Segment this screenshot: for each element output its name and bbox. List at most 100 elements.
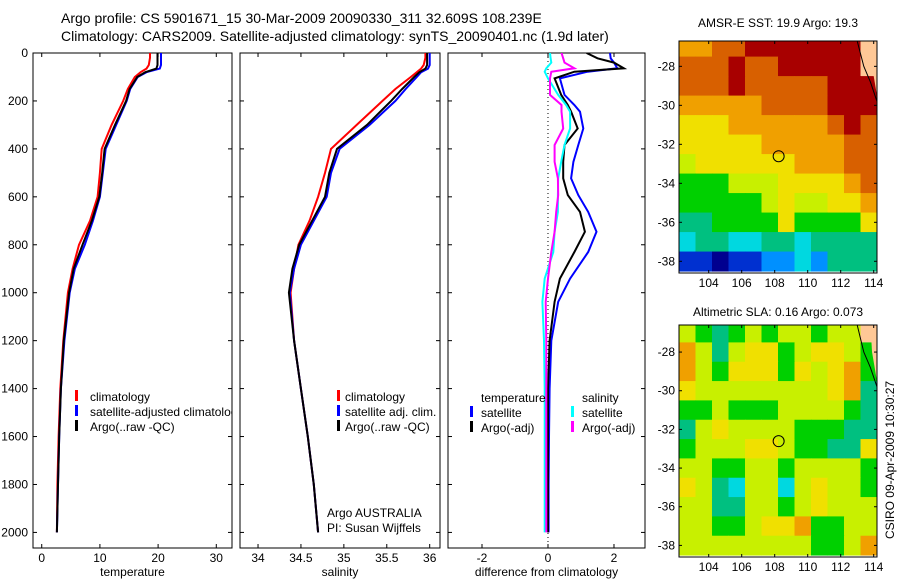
heatmap-cell xyxy=(761,535,779,556)
heatmap-cell xyxy=(745,232,762,253)
heatmap-cell xyxy=(778,115,795,136)
heatmap-cell xyxy=(761,325,779,343)
heatmap-cell xyxy=(695,251,713,272)
x-axis-label: salinity xyxy=(322,565,359,579)
heatmap-cell xyxy=(827,516,845,537)
heatmap-cell xyxy=(794,439,812,459)
heatmap-cell xyxy=(811,516,828,537)
heatmap-cell xyxy=(778,400,795,421)
heatmap-cell xyxy=(728,439,746,459)
heatmap-cell xyxy=(728,134,746,155)
heatmap-cell xyxy=(844,497,861,517)
heatmap-cell xyxy=(712,41,729,58)
y-tick-label: -34 xyxy=(658,461,676,475)
heatmap-cell xyxy=(794,497,812,517)
heatmap-cell xyxy=(745,516,762,537)
heatmap-cell xyxy=(679,95,696,116)
heatmap-cell xyxy=(778,41,795,58)
heatmap-cell xyxy=(695,193,713,214)
heatmap-cell xyxy=(728,173,746,194)
heatmap-cell xyxy=(811,535,828,556)
temperature-panel: 0 200 400 600 800 1000 1200 1400 1600 1800 2000 0 10… xyxy=(1,46,233,579)
x-axis-label: temperature xyxy=(100,565,165,579)
axes-box xyxy=(239,52,441,549)
heatmap-cell xyxy=(679,173,696,194)
heatmap-cell xyxy=(844,193,861,214)
y-tick-label: 1800 xyxy=(1,477,28,491)
x-tick-label: -2 xyxy=(477,551,488,565)
x-tick-label: 34 xyxy=(251,551,265,565)
legend-header-temperature: temperature xyxy=(481,391,546,405)
legend-label: satellite-adjusted climatology xyxy=(90,405,243,419)
heatmap-cell xyxy=(695,95,713,116)
series-line-temperature-satellite xyxy=(547,53,619,533)
legend-label: Argo(-adj) xyxy=(481,421,534,435)
heatmap-cell xyxy=(811,325,828,343)
heatmap-cell xyxy=(827,535,845,556)
argo-credit-line1: Argo AUSTRALIA xyxy=(327,506,422,520)
heatmap-cell xyxy=(794,193,812,214)
heatmap-cell xyxy=(778,56,795,77)
heatmap-cell xyxy=(761,134,779,155)
land-area xyxy=(870,41,877,96)
heatmap-cell xyxy=(811,41,828,58)
sla-map-title: Altimetric SLA: 0.16 Argo: 0.073 xyxy=(693,305,863,319)
y-tick-label: -38 xyxy=(658,254,676,268)
heatmap-cell xyxy=(728,212,746,233)
series-line-argo-raw-qc- xyxy=(55,53,159,533)
heatmap-cell xyxy=(860,76,877,97)
heatmap-cell xyxy=(794,56,812,77)
y-tick-label: 800 xyxy=(8,238,28,252)
x-tick-label: 20 xyxy=(151,551,165,565)
heatmap-cell xyxy=(679,361,696,382)
heatmap-cell xyxy=(712,361,729,382)
temperature-legend: climatology satellite-adjusted climatolo… xyxy=(75,390,243,434)
heatmap-cell xyxy=(778,193,795,214)
heatmap-cell xyxy=(728,516,746,537)
heatmap-cell xyxy=(778,232,795,253)
heatmap-cell xyxy=(695,516,713,537)
heatmap-cell xyxy=(712,458,729,479)
sla-map: 104 106 108 110 112 114 -28 -30 -32 -34 -36 -38 xyxy=(658,324,884,574)
x-tick-label: 35.5 xyxy=(375,551,399,565)
heatmap-cell xyxy=(728,76,746,97)
heatmap-cell xyxy=(827,95,845,116)
y-tick-label: -36 xyxy=(658,215,676,229)
heatmap-cell xyxy=(827,41,845,58)
heatmap-cell xyxy=(695,212,713,233)
heatmap-cell xyxy=(778,212,795,233)
legend-swatch-argo xyxy=(75,420,78,431)
heatmap-cell xyxy=(679,419,696,440)
heatmap-cell xyxy=(679,535,696,556)
heatmap-cell xyxy=(844,381,861,401)
heatmap-cell xyxy=(811,361,828,382)
legend-label: satellite xyxy=(582,406,623,420)
plot-area xyxy=(55,53,162,533)
x-tick-label: 114 xyxy=(864,560,883,574)
heatmap-cell xyxy=(778,251,795,272)
heatmap-cell xyxy=(728,381,746,401)
heatmap-cell xyxy=(761,56,779,77)
heatmap-cell xyxy=(712,173,729,194)
heatmap-cell xyxy=(745,342,762,363)
heatmap-cell xyxy=(745,477,762,498)
heatmap-cell xyxy=(679,342,696,363)
heatmap-cell xyxy=(761,173,779,194)
heatmap-cell xyxy=(844,535,861,556)
heatmap-cell xyxy=(844,173,861,194)
heatmap-cell xyxy=(844,212,861,233)
y-tick-label: -32 xyxy=(658,137,676,151)
heatmap-cell xyxy=(712,193,729,214)
heatmap-cell xyxy=(844,516,861,537)
heatmap-cell xyxy=(712,342,729,363)
heatmap-cell xyxy=(745,76,762,97)
x-tick-label: 34.5 xyxy=(289,551,313,565)
heatmap-cell xyxy=(761,193,779,214)
heatmap-cell xyxy=(778,154,795,175)
heatmap-cell xyxy=(712,232,729,253)
plot-area xyxy=(541,53,628,548)
legend-label: climatology xyxy=(90,390,150,404)
heatmap-cell xyxy=(811,232,828,253)
coastline xyxy=(856,41,877,102)
